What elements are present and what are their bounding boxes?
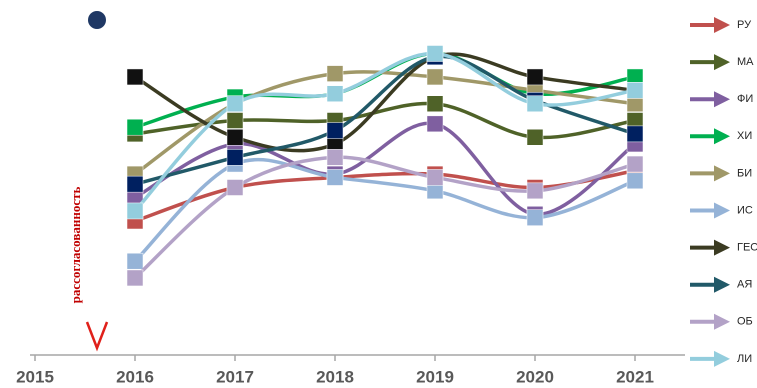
point-marker (626, 125, 644, 143)
point-marker (126, 202, 144, 220)
series-line (134, 101, 636, 140)
series-line (133, 157, 636, 263)
legend-label: РУ (737, 19, 752, 31)
series (126, 162, 644, 230)
point-marker (226, 95, 244, 112)
legend-label: ФИ (737, 93, 753, 105)
point-marker (126, 269, 144, 287)
point-marker (326, 65, 344, 82)
legend-item: МА (690, 54, 754, 71)
legend-item: ФИ (690, 91, 753, 108)
legend-arrowhead (714, 17, 730, 33)
point-marker (226, 129, 244, 146)
legend-item: БИ (690, 165, 752, 182)
point-marker (126, 118, 144, 136)
legend-item: ХИ (690, 128, 752, 145)
point-marker (326, 149, 344, 166)
legend-label: ОБ (737, 316, 753, 328)
point-marker (426, 95, 444, 112)
point-marker (126, 175, 144, 193)
point-marker (126, 252, 144, 270)
legend-arrowhead (714, 313, 730, 330)
series (126, 45, 644, 220)
x-tick-label: 2017 (216, 367, 254, 386)
legend-arrowhead (714, 128, 730, 145)
point-marker (526, 95, 544, 112)
point-marker (626, 172, 644, 190)
legend-item: РУ (690, 17, 752, 33)
x-tick-label: 2015 (16, 367, 54, 386)
point-marker (326, 169, 344, 186)
point-marker (526, 129, 544, 146)
legend-arrowhead (714, 202, 730, 219)
point-marker (526, 182, 544, 200)
point-marker (526, 68, 544, 86)
point-marker (426, 68, 444, 86)
point-marker (326, 85, 344, 102)
x-tick-label: 2016 (116, 367, 154, 386)
point-marker (526, 209, 544, 226)
legend-item: ЛИ (690, 350, 752, 367)
legend-label: МА (737, 56, 754, 68)
legend-arrowhead (714, 91, 730, 108)
legend-item: ГЕО (690, 239, 757, 256)
legend-label: ГЕО (737, 242, 757, 254)
series-line (133, 155, 636, 280)
y-axis-label: рассогласованность (68, 186, 83, 303)
legend-label: БИ (737, 167, 752, 179)
point-marker (326, 122, 344, 139)
point-marker (126, 68, 144, 86)
legend-item: АЯ (690, 276, 752, 293)
legend-arrowhead (714, 239, 730, 256)
point-marker (226, 179, 244, 196)
point-marker (426, 115, 444, 133)
legend-item: ИС (690, 202, 753, 219)
x-tick-label: 2019 (416, 367, 454, 386)
x-tick-label: 2020 (516, 367, 554, 386)
legend-label: ИС (737, 204, 753, 216)
legend-arrowhead (714, 350, 730, 367)
legend-label: ЛИ (737, 353, 752, 365)
series-line (134, 52, 636, 153)
point-marker (426, 45, 444, 62)
point-marker (426, 169, 444, 186)
legend-arrowhead (714, 276, 730, 293)
point-marker (626, 155, 644, 173)
point-marker (226, 149, 244, 166)
legend-label: ХИ (737, 130, 752, 142)
point-marker (226, 112, 244, 129)
legend-arrowhead (714, 165, 730, 182)
arrow-origin (88, 11, 106, 29)
misalignment-arrow (85, 11, 109, 352)
arrow-head (85, 321, 109, 352)
series-line (134, 169, 636, 223)
x-tick-label: 2018 (316, 367, 354, 386)
legend-label: АЯ (737, 279, 752, 291)
legend-arrowhead (714, 54, 730, 71)
x-tick-label: 2021 (616, 367, 654, 386)
point-marker (626, 82, 644, 99)
series (126, 149, 644, 287)
legend-item: ОБ (690, 313, 753, 330)
